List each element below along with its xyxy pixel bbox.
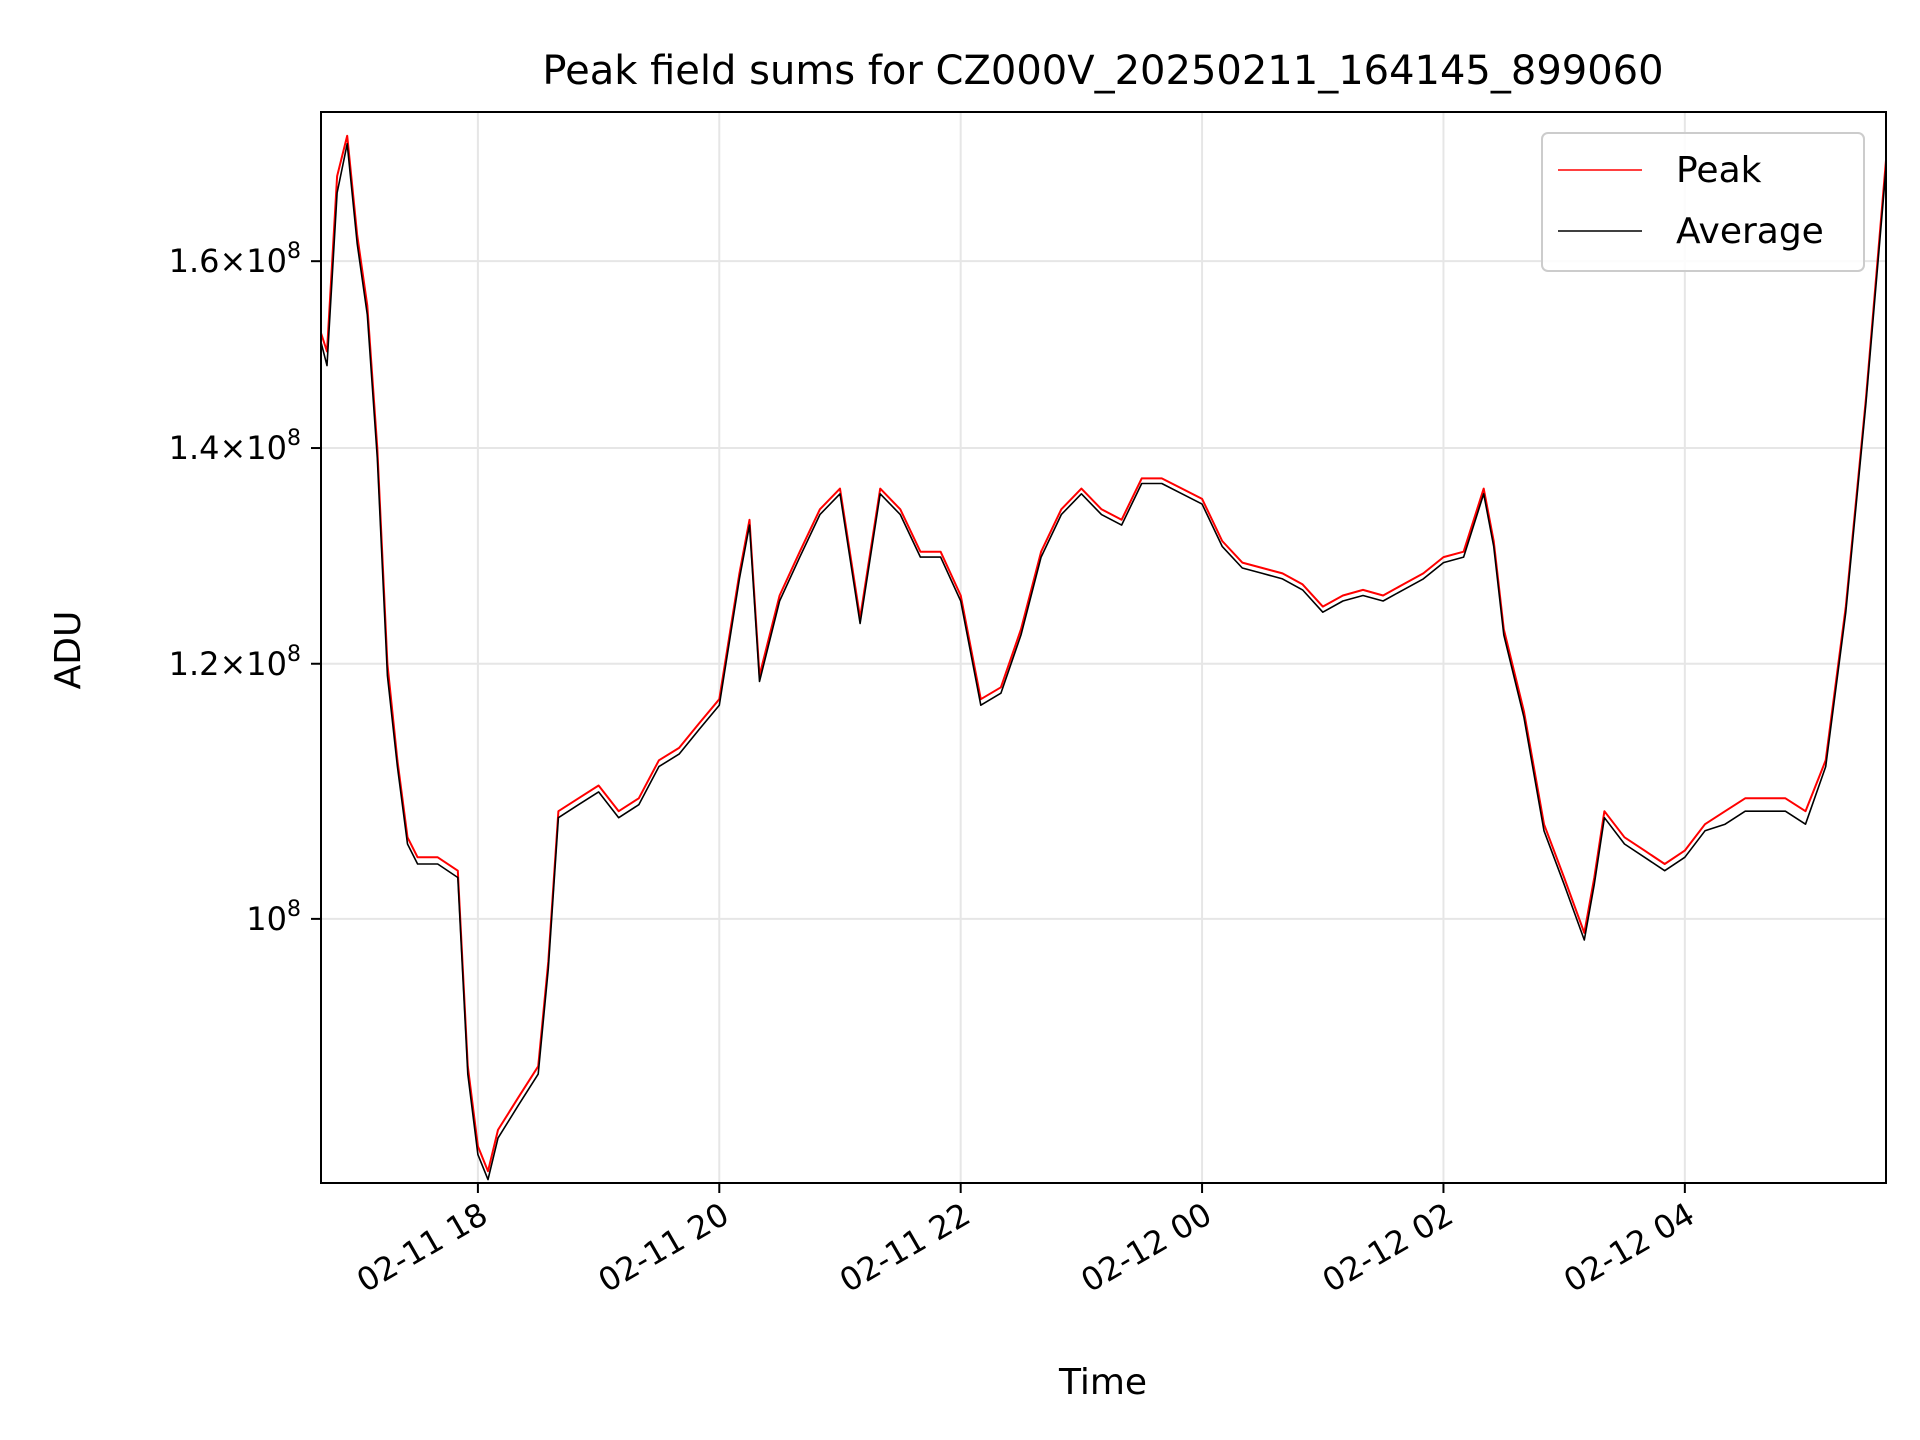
legend-label-average: Average	[1676, 211, 1824, 252]
y-tick-exponent: 8	[287, 642, 301, 667]
y-tick-exponent: 8	[287, 426, 301, 451]
legend-label-peak: Peak	[1676, 150, 1762, 191]
legend-box	[1541, 132, 1865, 272]
chart-title: Peak field sums for CZ000V_20250211_1641…	[542, 48, 1663, 94]
y-axis-label: ADU	[48, 611, 89, 690]
x-axis-label: Time	[1058, 1362, 1147, 1403]
series-line-average	[320, 143, 1887, 1181]
y-tick-exponent: 8	[287, 239, 301, 264]
y-tick-exponent: 8	[287, 897, 301, 922]
legend: Peak Average	[1541, 132, 1865, 272]
y-tick-label: 1.2×108	[169, 642, 301, 683]
plot-lines	[320, 134, 1887, 1181]
y-tick-label: 108	[246, 897, 301, 938]
y-tick-label: 1.6×108	[169, 239, 301, 280]
plot-frame	[320, 111, 1887, 1184]
series-line-peak	[320, 134, 1887, 1173]
y-tick-label: 1.4×108	[169, 426, 301, 467]
y-axis-ticks: 108 1.2×108 1.4×108 1.6×108	[169, 239, 321, 938]
